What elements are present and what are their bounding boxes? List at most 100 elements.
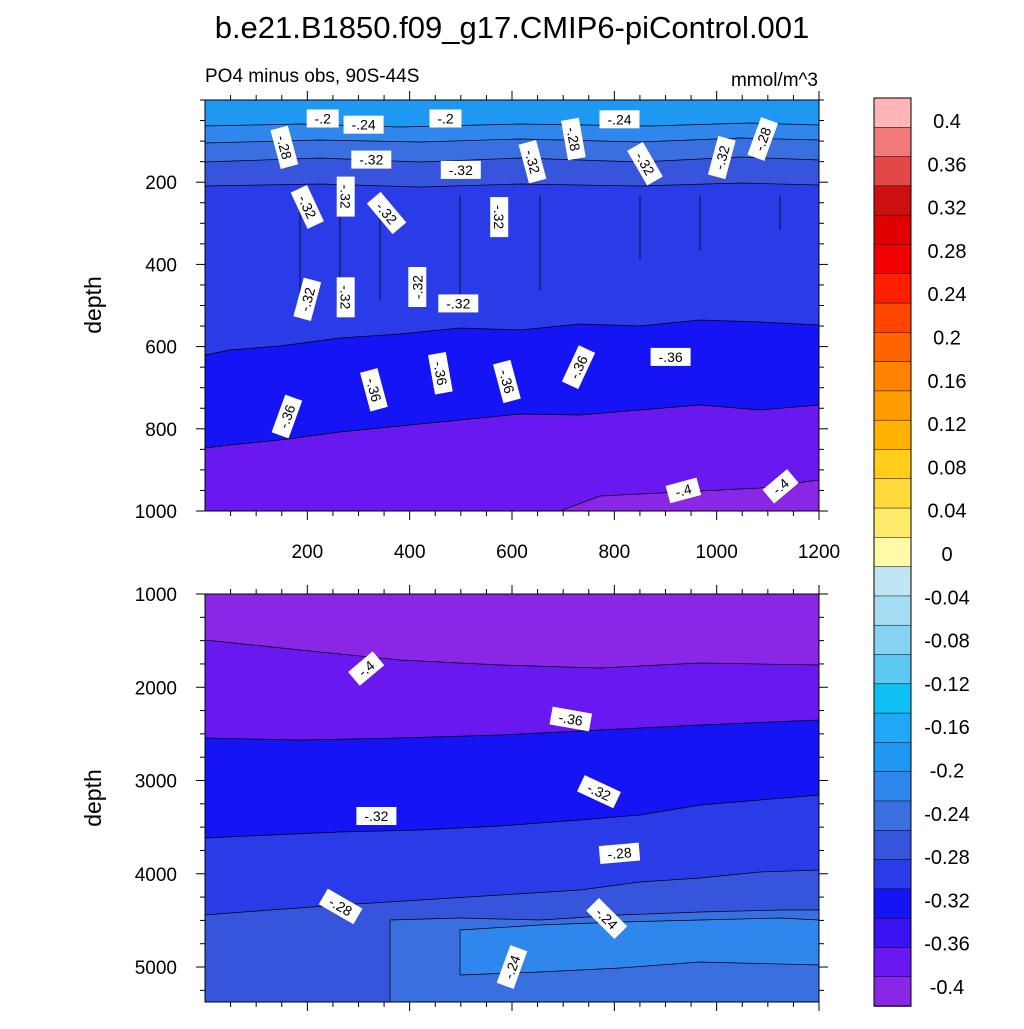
colorbar-swatch [873,127,912,158]
y-tick-label: 400 [145,255,177,276]
colorbar-swatch [873,478,912,509]
contour-label-box [518,140,547,184]
colorbar-swatch [873,185,912,216]
contour-label-text: -.32 [491,205,507,229]
y-tick-label: 1000 [135,502,177,523]
contour-label-text: -.36 [659,349,683,365]
colorbar-swatch [873,654,912,685]
lower-contour-fill [205,594,819,1002]
contour-label-box [627,141,663,186]
contour-label-box [270,125,299,169]
colorbar-swatch [873,156,912,187]
contour-label: -.32 [518,140,547,184]
contour-label-text: -.32 [711,144,733,172]
contour-label: -.32 [707,135,736,180]
figure-title: b.e21.B1850.f09_g17.CMIP6-piControl.001 [215,10,810,45]
upper-contour-line [205,404,819,449]
contour-label-box [549,706,593,732]
contour-label-box [577,775,621,809]
lower-band-032 [205,795,819,915]
x-tick-label: 600 [496,542,528,563]
contour-label-text: -.32 [449,162,473,178]
contour-label-box [306,109,339,128]
contour-label-box [428,352,453,395]
contour-label-text: -.36 [496,368,518,396]
colorbar-label: -0.28 [924,847,970,869]
contour-label-box [343,115,384,134]
contour-label-text: -.32 [296,285,318,313]
contour-label-box [348,651,385,686]
contour-label-box [438,294,479,313]
contour-label-text: -.28 [563,126,583,153]
x-tick-label: 800 [598,542,630,563]
upper-contour-line [299,195,781,310]
y-tick-label: 5000 [135,958,177,979]
colorbar-label: -0.16 [924,717,970,739]
colorbar-swatch [873,97,912,129]
lower-contour-line [205,719,819,741]
panel-subtitle-right: mmol/m^3 [731,70,818,91]
contour-label: -.36 [650,347,691,366]
contour-label-text: -.28 [607,844,633,862]
lower-y-axis-title: depth [80,769,106,827]
y-tick-label: 4000 [135,865,177,886]
contour-label-box [650,347,691,366]
contour-label-box [665,477,702,504]
colorbar-swatch [873,595,912,626]
lower-contour-labels: -.4-.36-.32-.32-.28-.28 -.24-.24 [318,651,641,989]
contour-label: -.32 [490,197,509,238]
contour-label: -.28 [270,125,299,169]
colorbar-label: 0.36 [928,154,967,176]
contour-label: -.36 [493,359,521,404]
contour-label-box [747,117,778,161]
contour-label-box [762,469,799,504]
colorbar-swatch [873,507,912,539]
contour-label-box [707,135,736,180]
colorbar-swatch [873,419,912,451]
contour-label: -.28 [598,842,641,865]
colorbar-label: 0.24 [928,284,967,306]
contour-label-box [318,888,363,925]
colorbar-label: 0.4 [933,111,961,133]
colorbar-label: 0.32 [928,198,967,220]
contour-label: -.24 [599,110,640,129]
colorbar-swatch [873,859,912,890]
contour-label-box [351,150,392,169]
colorbar-swatch [873,624,912,656]
contour-label-text: -.24 [500,953,523,981]
contour-label-box [366,191,407,235]
colorbar-swatch [873,917,912,949]
colorbar-swatch [873,947,912,978]
colorbar-label: 0.08 [928,457,967,479]
y-tick-label: 800 [145,420,177,441]
y-tick-label: 600 [145,338,177,359]
contour-label-box [429,109,462,128]
upper-contour-line [205,122,819,128]
contour-label: -.28 [561,117,586,161]
colorbar-label: -0.4 [930,977,964,999]
colorbar-label: -0.08 [924,631,970,653]
upper-y-axis-title: depth [80,276,106,334]
upper-contour-line [205,156,819,163]
contour-label-box [440,160,481,179]
colorbar-swatch [873,566,912,597]
upper-contour-labels: -.2 -.24 -.2 -.24 -.28 -.28 -.28 -.32 -.32 -.32 -.… [270,109,799,504]
contour-label-text: -.32 [338,285,354,309]
contour-label-text: -.36 [275,402,298,430]
contour-label-box [356,807,397,825]
upper-panel: -.2 -.24 -.2 -.24 -.28 -.28 -.28 -.32 -.32 -.32 -.… [80,91,840,563]
lower-band-044 [205,594,819,668]
contour-label-box [336,176,355,217]
contour-label: -.2 [429,109,462,128]
contour-label-text: -.2 [315,111,332,127]
colorbar-label: -0.36 [924,934,970,956]
contour-label-box [561,117,586,161]
colorbar-label: -0.24 [924,804,970,826]
contour-label-text: -.32 [359,152,383,168]
y-tick-label: 1000 [135,585,177,606]
contour-label: -.32 [293,277,322,321]
colorbar-label: -0.04 [924,587,970,609]
colorbar: 0.4 0.36 0.32 0.28 0.24 0.2 0.16 0.12 0.08 0.04 0 -… [873,97,970,1007]
contour-label: -.32 [336,176,355,217]
